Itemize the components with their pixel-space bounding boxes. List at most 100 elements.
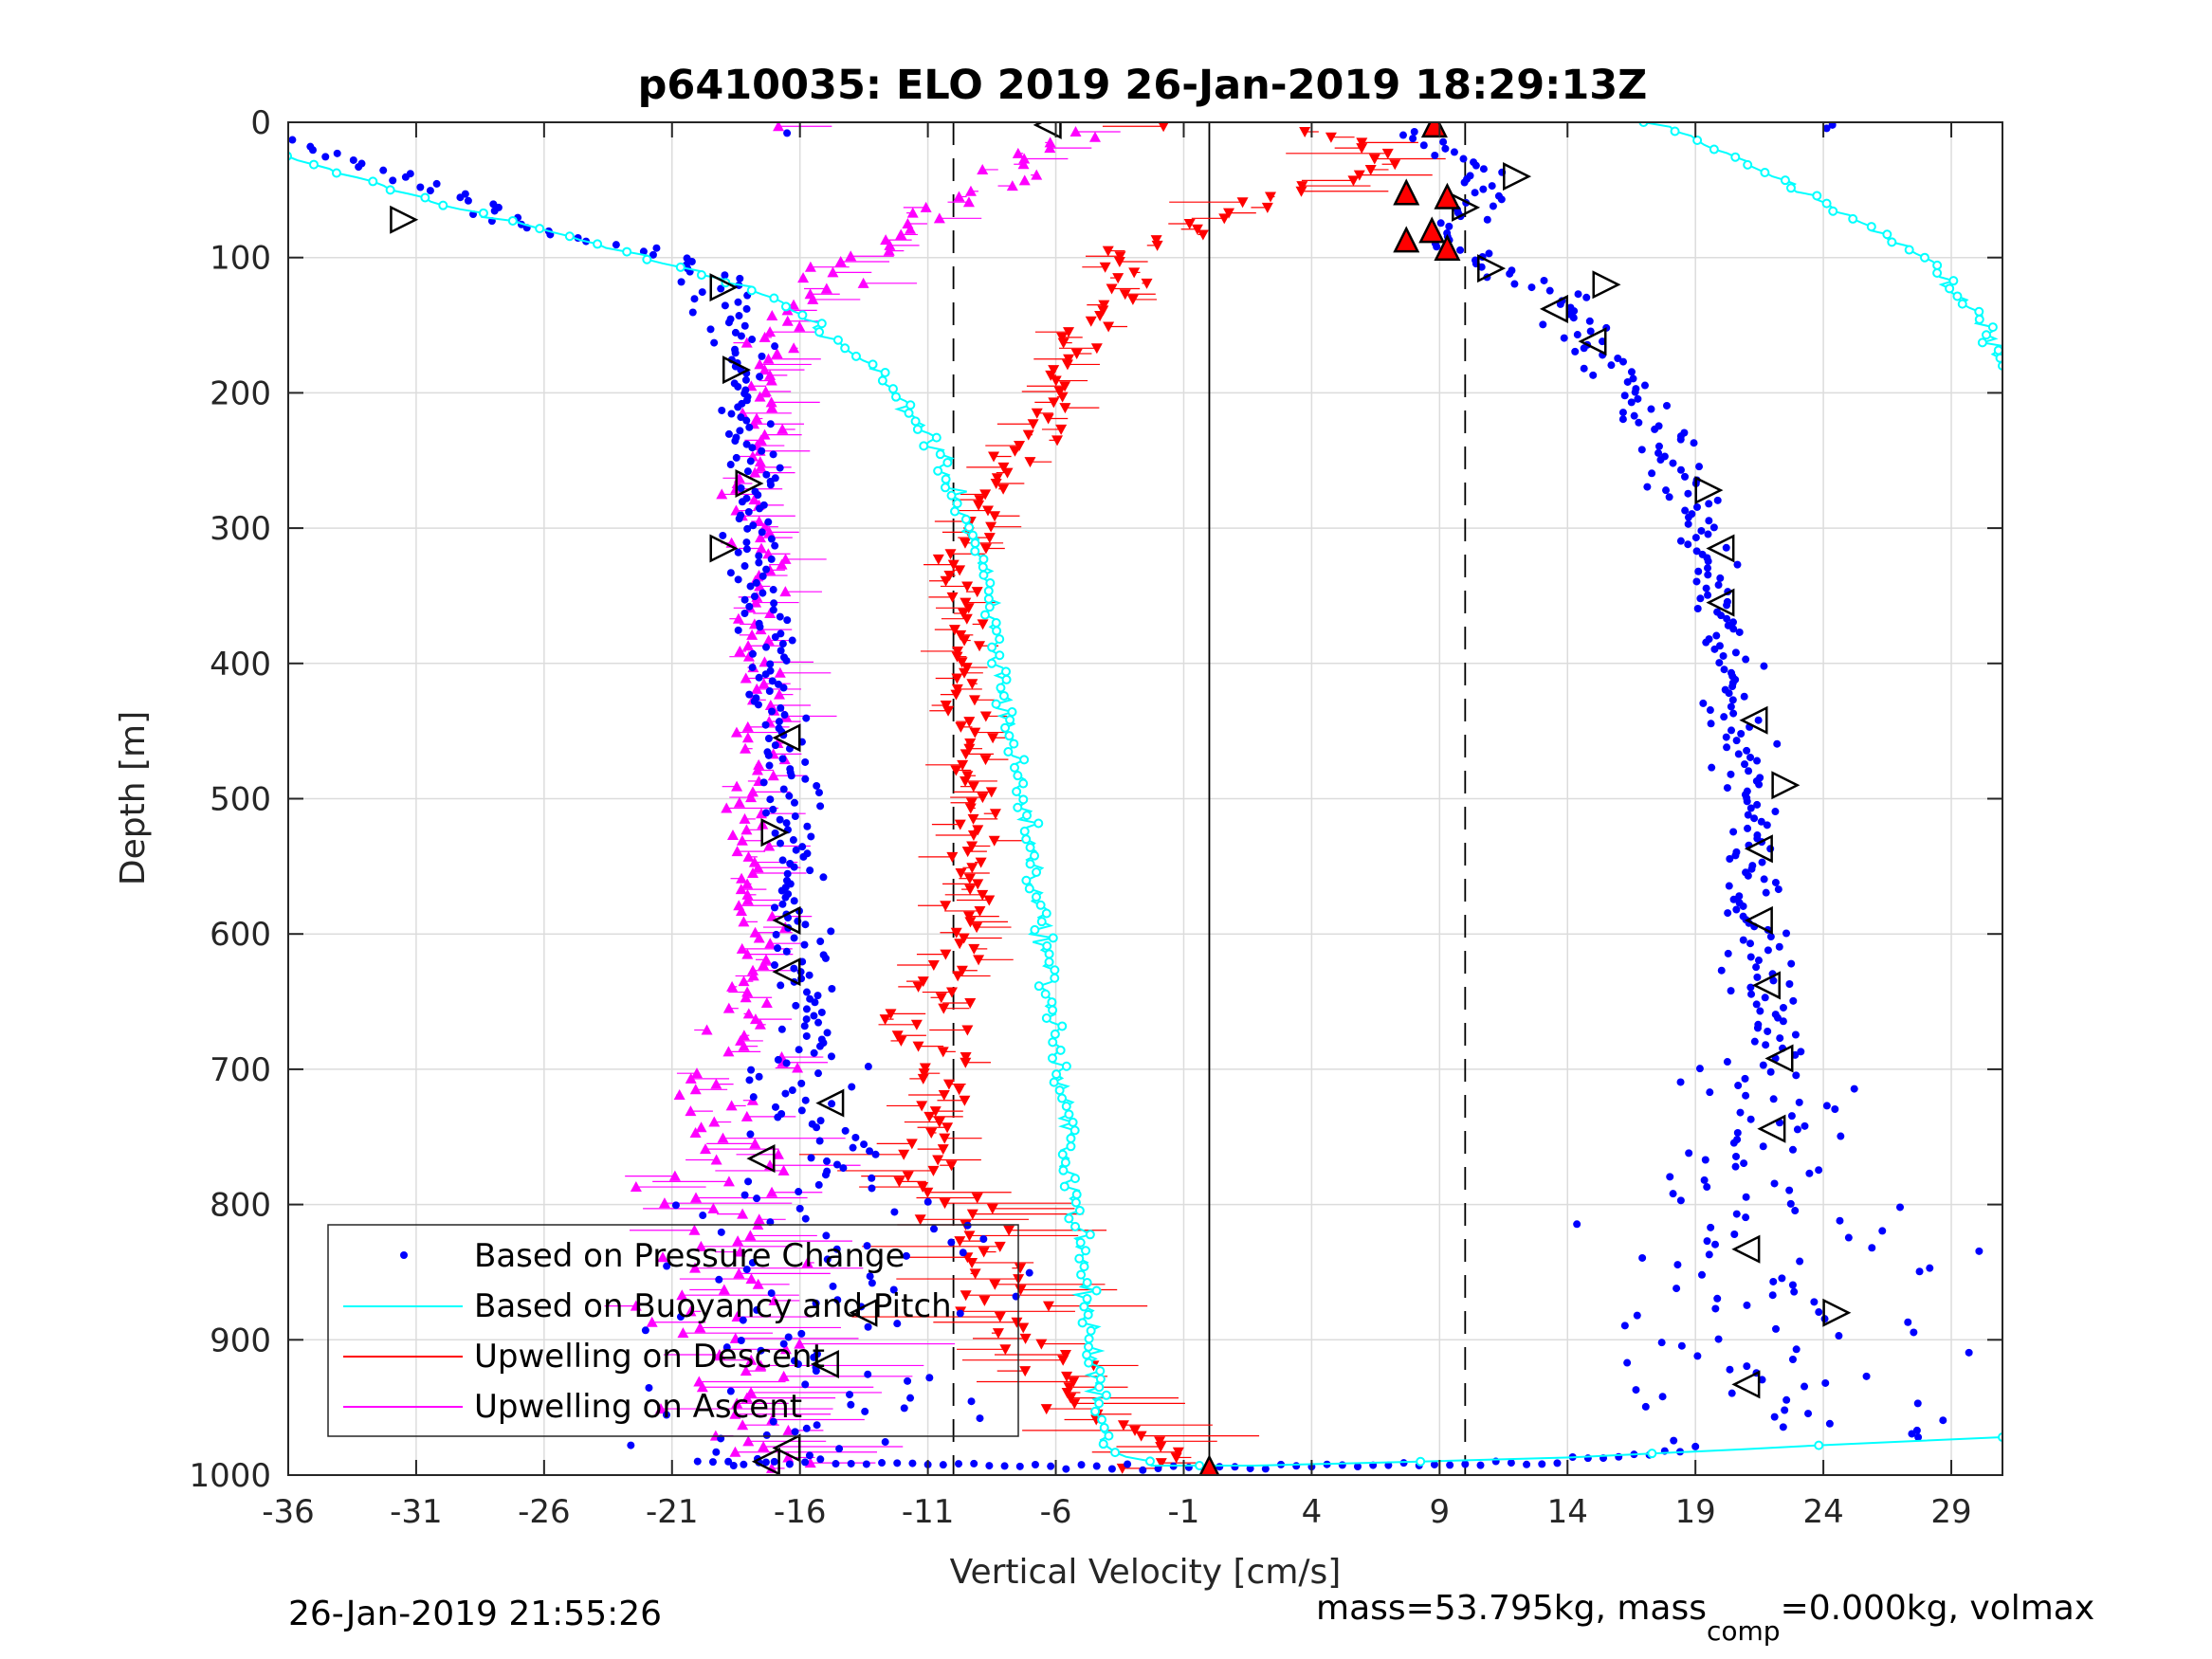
buoyancy-pitch-point — [933, 465, 943, 476]
ascent-upwelling-marker — [764, 938, 777, 949]
pressure-change-point — [783, 616, 792, 625]
buoyancy-pitch-point — [1082, 1293, 1092, 1304]
buoyancy-pitch-point — [1780, 175, 1790, 186]
descent-upwelling-marker — [1063, 1382, 1075, 1394]
pressure-change-point — [1750, 1037, 1759, 1046]
pressure-change-point — [1828, 122, 1837, 129]
pressure-change-point — [805, 1451, 814, 1460]
pressure-change-point — [815, 1137, 824, 1145]
descent-upwelling-marker — [940, 701, 952, 712]
pressure-change-point — [1714, 1335, 1723, 1343]
pressure-change-point — [1744, 871, 1752, 880]
pressure-change-point — [816, 938, 825, 946]
pressure-change-point — [772, 930, 780, 939]
ascent-upwelling-marker — [740, 1110, 753, 1121]
descent-upwelling-marker — [983, 895, 996, 906]
pressure-change-point — [955, 1460, 963, 1468]
pressure-change-point — [807, 832, 815, 841]
descent-upwelling-marker — [955, 721, 967, 733]
descent-upwelling-marker — [1001, 467, 1014, 479]
pressure-change-point — [1750, 814, 1759, 823]
buoyancy-pitch-point — [935, 449, 945, 460]
pressure-change-point — [1726, 855, 1734, 864]
pressure-change-point — [1753, 973, 1762, 981]
pressure-change-point — [747, 1066, 756, 1074]
open-triangle-marker — [1764, 1044, 1794, 1073]
pressure-change-point — [401, 173, 410, 181]
ascent-upwelling-marker — [740, 742, 752, 754]
pressure-change-point — [1722, 733, 1730, 741]
pressure-change-point — [781, 1089, 790, 1098]
pressure-change-point — [1722, 543, 1730, 552]
x-tick-label: 14 — [1547, 1493, 1588, 1531]
pressure-change-point — [790, 897, 798, 905]
buoyancy-pitch-point — [832, 335, 843, 345]
buoyancy-pitch-point — [642, 254, 652, 264]
buoyancy-pitch-point — [1060, 1158, 1070, 1168]
pressure-change-point — [1754, 716, 1763, 724]
pressure-change-point — [779, 684, 788, 692]
descent-upwelling-marker — [952, 971, 964, 982]
pressure-change-point — [1124, 1460, 1132, 1468]
pressure-change-point — [308, 146, 317, 155]
pressure-change-point — [765, 687, 774, 696]
pressure-change-point — [779, 785, 788, 793]
footer-timestamp: 26-Jan-2019 21:55:26 — [288, 1595, 662, 1633]
ascent-upwelling-marker — [732, 1235, 744, 1247]
pressure-change-point — [1723, 743, 1731, 752]
pressure-change-point — [1623, 1358, 1632, 1367]
pressure-change-point — [1627, 368, 1636, 376]
ascent-upwelling-marker — [736, 872, 748, 884]
descent-upwelling-marker — [1048, 365, 1060, 376]
pressure-change-point — [734, 626, 742, 634]
pressure-change-point — [1728, 696, 1737, 704]
ascent-upwelling-marker — [834, 255, 847, 266]
pressure-change-point — [1786, 1199, 1795, 1208]
pressure-change-point — [767, 555, 776, 563]
buoyancy-pitch-point — [1932, 268, 1943, 279]
buoyancy-pitch-point — [593, 239, 603, 249]
ascent-upwelling-marker — [764, 326, 777, 337]
pressure-change-point — [735, 515, 743, 523]
pressure-change-point — [790, 798, 798, 807]
pressure-change-point — [816, 1455, 825, 1464]
pressure-change-point — [790, 863, 798, 871]
pressure-change-point — [1815, 1308, 1823, 1317]
pressure-change-point — [1692, 547, 1701, 556]
descent-upwelling-marker — [939, 1198, 951, 1210]
pressure-change-point — [1769, 976, 1778, 985]
descent-upwelling-marker — [1158, 122, 1169, 133]
pressure-change-point — [1913, 1399, 1922, 1408]
pressure-change-point — [710, 338, 719, 347]
buoyancy-pitch-point — [814, 327, 825, 337]
ascent-upwelling-marker — [677, 1327, 689, 1339]
pressure-change-point — [724, 319, 733, 327]
descent-upwelling-marker — [1068, 1376, 1080, 1388]
pressure-change-point — [1704, 591, 1712, 599]
pressure-change-point — [1766, 1067, 1775, 1076]
pressure-change-point — [868, 1279, 876, 1287]
descent-upwelling-marker — [975, 857, 987, 868]
pressure-change-point — [1781, 1406, 1789, 1414]
pressure-change-point — [721, 271, 729, 280]
pressure-change-point — [778, 900, 787, 908]
pressure-change-point — [740, 1460, 748, 1468]
ascent-upwelling-marker — [630, 1300, 642, 1311]
pressure-change-point — [810, 1048, 818, 1057]
pressure-change-point — [839, 1164, 848, 1173]
buoyancy-pitch-point — [1033, 981, 1044, 992]
buoyancy-pitch-point — [998, 691, 1009, 702]
pressure-change-point — [1231, 1463, 1239, 1471]
ascent-upwelling-marker — [751, 764, 763, 775]
pressure-change-point — [1607, 361, 1616, 370]
pressure-change-point — [1015, 1462, 1024, 1470]
ascent-upwelling-marker — [758, 1441, 770, 1452]
ascent-upwelling-marker — [766, 310, 778, 321]
pressure-change-point — [1766, 933, 1775, 941]
buoyancy-pitch-point — [1051, 1069, 1062, 1080]
buoyancy-pitch-point — [1977, 337, 1987, 348]
pressure-change-point — [1700, 1176, 1709, 1184]
pressure-change-point — [1077, 1461, 1086, 1469]
ascent-upwelling-marker — [713, 1348, 725, 1359]
buoyancy-pitch-point — [904, 408, 914, 418]
